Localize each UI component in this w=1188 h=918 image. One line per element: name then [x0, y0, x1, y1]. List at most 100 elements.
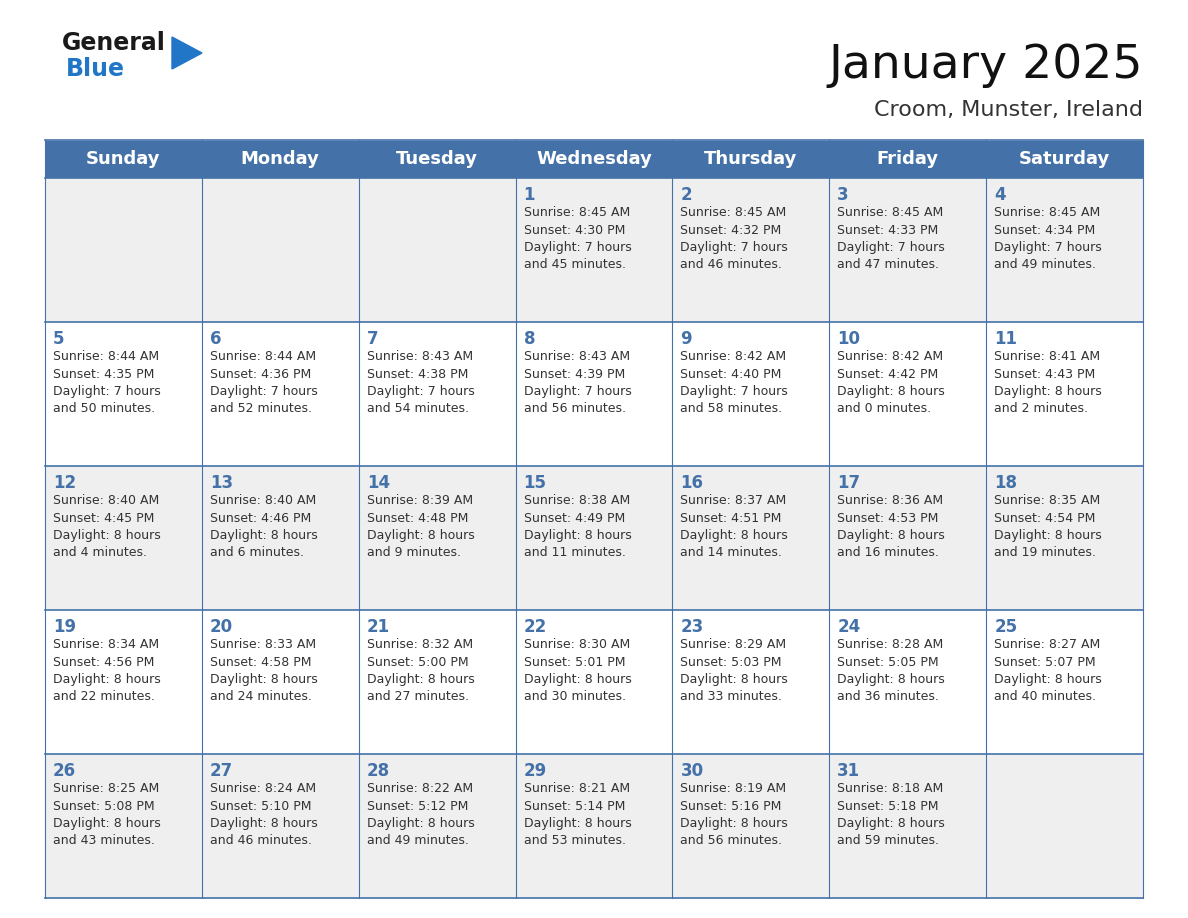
- Text: 14: 14: [367, 474, 390, 492]
- Text: Sunrise: 8:34 AM
Sunset: 4:56 PM
Daylight: 8 hours
and 22 minutes.: Sunrise: 8:34 AM Sunset: 4:56 PM Dayligh…: [53, 638, 160, 703]
- Bar: [672, 754, 829, 898]
- Bar: [516, 754, 672, 898]
- Text: 6: 6: [210, 330, 221, 348]
- Text: Sunday: Sunday: [87, 150, 160, 168]
- Bar: [359, 754, 516, 898]
- Bar: [829, 466, 986, 610]
- Bar: [672, 322, 829, 466]
- Text: Sunrise: 8:36 AM
Sunset: 4:53 PM
Daylight: 8 hours
and 16 minutes.: Sunrise: 8:36 AM Sunset: 4:53 PM Dayligh…: [838, 494, 944, 559]
- Text: Croom, Munster, Ireland: Croom, Munster, Ireland: [874, 100, 1143, 120]
- Bar: [516, 178, 672, 322]
- Text: 20: 20: [210, 618, 233, 636]
- Text: January 2025: January 2025: [828, 42, 1143, 87]
- Text: Sunrise: 8:43 AM
Sunset: 4:39 PM
Daylight: 7 hours
and 56 minutes.: Sunrise: 8:43 AM Sunset: 4:39 PM Dayligh…: [524, 350, 631, 416]
- Bar: [359, 178, 516, 322]
- Bar: [829, 140, 986, 178]
- Text: 22: 22: [524, 618, 546, 636]
- Bar: [202, 610, 359, 754]
- Bar: [359, 610, 516, 754]
- Text: General: General: [62, 31, 166, 55]
- Text: Sunrise: 8:28 AM
Sunset: 5:05 PM
Daylight: 8 hours
and 36 minutes.: Sunrise: 8:28 AM Sunset: 5:05 PM Dayligh…: [838, 638, 944, 703]
- Text: 23: 23: [681, 618, 703, 636]
- Bar: [45, 610, 202, 754]
- Bar: [986, 140, 1143, 178]
- Bar: [516, 322, 672, 466]
- Bar: [986, 610, 1143, 754]
- Text: 21: 21: [367, 618, 390, 636]
- Bar: [359, 466, 516, 610]
- Bar: [45, 140, 202, 178]
- Text: 4: 4: [994, 186, 1006, 204]
- Text: 1: 1: [524, 186, 535, 204]
- Bar: [829, 178, 986, 322]
- Text: Sunrise: 8:37 AM
Sunset: 4:51 PM
Daylight: 8 hours
and 14 minutes.: Sunrise: 8:37 AM Sunset: 4:51 PM Dayligh…: [681, 494, 788, 559]
- Text: 3: 3: [838, 186, 849, 204]
- Text: 9: 9: [681, 330, 693, 348]
- Text: Friday: Friday: [877, 150, 939, 168]
- Text: 26: 26: [53, 762, 76, 780]
- Text: Sunrise: 8:40 AM
Sunset: 4:45 PM
Daylight: 8 hours
and 4 minutes.: Sunrise: 8:40 AM Sunset: 4:45 PM Dayligh…: [53, 494, 160, 559]
- Bar: [829, 754, 986, 898]
- Text: Sunrise: 8:40 AM
Sunset: 4:46 PM
Daylight: 8 hours
and 6 minutes.: Sunrise: 8:40 AM Sunset: 4:46 PM Dayligh…: [210, 494, 317, 559]
- Bar: [516, 140, 672, 178]
- Bar: [45, 322, 202, 466]
- Text: Sunrise: 8:44 AM
Sunset: 4:36 PM
Daylight: 7 hours
and 52 minutes.: Sunrise: 8:44 AM Sunset: 4:36 PM Dayligh…: [210, 350, 317, 416]
- Text: Sunrise: 8:39 AM
Sunset: 4:48 PM
Daylight: 8 hours
and 9 minutes.: Sunrise: 8:39 AM Sunset: 4:48 PM Dayligh…: [367, 494, 474, 559]
- Bar: [359, 322, 516, 466]
- Bar: [986, 754, 1143, 898]
- Text: Sunrise: 8:35 AM
Sunset: 4:54 PM
Daylight: 8 hours
and 19 minutes.: Sunrise: 8:35 AM Sunset: 4:54 PM Dayligh…: [994, 494, 1102, 559]
- Text: Sunrise: 8:45 AM
Sunset: 4:32 PM
Daylight: 7 hours
and 46 minutes.: Sunrise: 8:45 AM Sunset: 4:32 PM Dayligh…: [681, 206, 788, 272]
- Text: Tuesday: Tuesday: [396, 150, 478, 168]
- Text: 27: 27: [210, 762, 233, 780]
- Text: Sunrise: 8:21 AM
Sunset: 5:14 PM
Daylight: 8 hours
and 53 minutes.: Sunrise: 8:21 AM Sunset: 5:14 PM Dayligh…: [524, 782, 631, 847]
- Bar: [202, 322, 359, 466]
- Text: Sunrise: 8:32 AM
Sunset: 5:00 PM
Daylight: 8 hours
and 27 minutes.: Sunrise: 8:32 AM Sunset: 5:00 PM Dayligh…: [367, 638, 474, 703]
- Text: 11: 11: [994, 330, 1017, 348]
- Text: Sunrise: 8:41 AM
Sunset: 4:43 PM
Daylight: 8 hours
and 2 minutes.: Sunrise: 8:41 AM Sunset: 4:43 PM Dayligh…: [994, 350, 1102, 416]
- Text: 19: 19: [53, 618, 76, 636]
- Text: Sunrise: 8:24 AM
Sunset: 5:10 PM
Daylight: 8 hours
and 46 minutes.: Sunrise: 8:24 AM Sunset: 5:10 PM Dayligh…: [210, 782, 317, 847]
- Bar: [202, 178, 359, 322]
- Bar: [45, 754, 202, 898]
- Text: 7: 7: [367, 330, 378, 348]
- Bar: [986, 178, 1143, 322]
- Text: 8: 8: [524, 330, 535, 348]
- Bar: [986, 322, 1143, 466]
- Text: 5: 5: [53, 330, 64, 348]
- Text: Monday: Monday: [241, 150, 320, 168]
- Text: Sunrise: 8:42 AM
Sunset: 4:42 PM
Daylight: 8 hours
and 0 minutes.: Sunrise: 8:42 AM Sunset: 4:42 PM Dayligh…: [838, 350, 944, 416]
- Text: 10: 10: [838, 330, 860, 348]
- Text: Sunrise: 8:33 AM
Sunset: 4:58 PM
Daylight: 8 hours
and 24 minutes.: Sunrise: 8:33 AM Sunset: 4:58 PM Dayligh…: [210, 638, 317, 703]
- Bar: [672, 178, 829, 322]
- Text: Sunrise: 8:38 AM
Sunset: 4:49 PM
Daylight: 8 hours
and 11 minutes.: Sunrise: 8:38 AM Sunset: 4:49 PM Dayligh…: [524, 494, 631, 559]
- Text: Sunrise: 8:45 AM
Sunset: 4:34 PM
Daylight: 7 hours
and 49 minutes.: Sunrise: 8:45 AM Sunset: 4:34 PM Dayligh…: [994, 206, 1102, 272]
- Bar: [672, 610, 829, 754]
- Text: 12: 12: [53, 474, 76, 492]
- Text: Sunrise: 8:18 AM
Sunset: 5:18 PM
Daylight: 8 hours
and 59 minutes.: Sunrise: 8:18 AM Sunset: 5:18 PM Dayligh…: [838, 782, 944, 847]
- Text: Sunrise: 8:25 AM
Sunset: 5:08 PM
Daylight: 8 hours
and 43 minutes.: Sunrise: 8:25 AM Sunset: 5:08 PM Dayligh…: [53, 782, 160, 847]
- Text: Sunrise: 8:22 AM
Sunset: 5:12 PM
Daylight: 8 hours
and 49 minutes.: Sunrise: 8:22 AM Sunset: 5:12 PM Dayligh…: [367, 782, 474, 847]
- Polygon shape: [172, 37, 202, 69]
- Text: 15: 15: [524, 474, 546, 492]
- Text: 25: 25: [994, 618, 1017, 636]
- Text: Sunrise: 8:27 AM
Sunset: 5:07 PM
Daylight: 8 hours
and 40 minutes.: Sunrise: 8:27 AM Sunset: 5:07 PM Dayligh…: [994, 638, 1102, 703]
- Text: 16: 16: [681, 474, 703, 492]
- Text: Sunrise: 8:45 AM
Sunset: 4:33 PM
Daylight: 7 hours
and 47 minutes.: Sunrise: 8:45 AM Sunset: 4:33 PM Dayligh…: [838, 206, 944, 272]
- Text: Sunrise: 8:19 AM
Sunset: 5:16 PM
Daylight: 8 hours
and 56 minutes.: Sunrise: 8:19 AM Sunset: 5:16 PM Dayligh…: [681, 782, 788, 847]
- Text: Sunrise: 8:42 AM
Sunset: 4:40 PM
Daylight: 7 hours
and 58 minutes.: Sunrise: 8:42 AM Sunset: 4:40 PM Dayligh…: [681, 350, 788, 416]
- Bar: [672, 466, 829, 610]
- Bar: [45, 178, 202, 322]
- Text: Sunrise: 8:44 AM
Sunset: 4:35 PM
Daylight: 7 hours
and 50 minutes.: Sunrise: 8:44 AM Sunset: 4:35 PM Dayligh…: [53, 350, 160, 416]
- Bar: [202, 466, 359, 610]
- Text: 31: 31: [838, 762, 860, 780]
- Text: Sunrise: 8:29 AM
Sunset: 5:03 PM
Daylight: 8 hours
and 33 minutes.: Sunrise: 8:29 AM Sunset: 5:03 PM Dayligh…: [681, 638, 788, 703]
- Bar: [45, 466, 202, 610]
- Text: Sunrise: 8:43 AM
Sunset: 4:38 PM
Daylight: 7 hours
and 54 minutes.: Sunrise: 8:43 AM Sunset: 4:38 PM Dayligh…: [367, 350, 474, 416]
- Text: Saturday: Saturday: [1019, 150, 1111, 168]
- Bar: [986, 466, 1143, 610]
- Text: 29: 29: [524, 762, 546, 780]
- Text: Sunrise: 8:45 AM
Sunset: 4:30 PM
Daylight: 7 hours
and 45 minutes.: Sunrise: 8:45 AM Sunset: 4:30 PM Dayligh…: [524, 206, 631, 272]
- Bar: [829, 322, 986, 466]
- Bar: [516, 466, 672, 610]
- Text: 18: 18: [994, 474, 1017, 492]
